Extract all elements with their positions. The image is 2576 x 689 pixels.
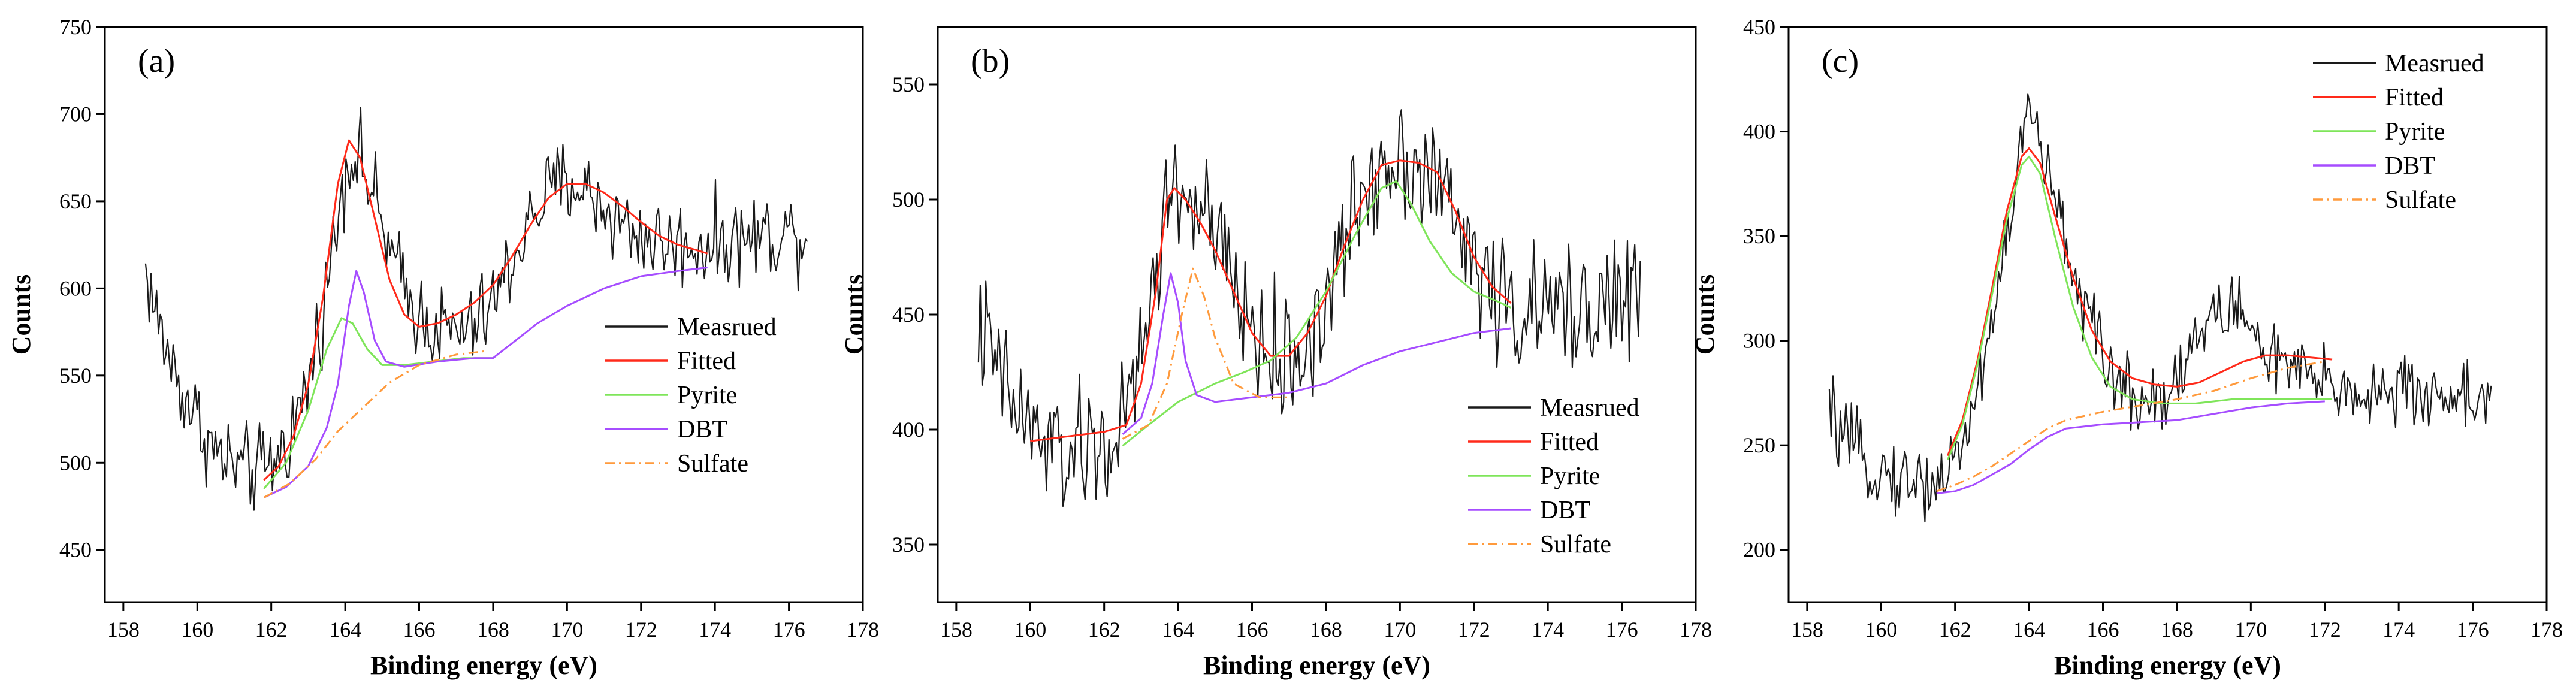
- series-pyrite-line: [1122, 180, 1512, 447]
- x-tick-label: 176: [2457, 618, 2489, 642]
- x-axis-title: Binding energy (eV): [1203, 651, 1430, 680]
- series-sulfate-line: [263, 350, 486, 498]
- y-tick-label: 500: [892, 188, 925, 211]
- panel-label: (a): [138, 43, 175, 80]
- x-tick-label: 178: [2530, 618, 2563, 642]
- x-tick-label: 164: [2013, 618, 2045, 642]
- x-tick-label: 158: [940, 618, 973, 642]
- legend-label-sulfate: Sulfate: [677, 450, 748, 478]
- y-tick-label: 200: [1743, 538, 1775, 562]
- legend: Measrued Fitted Pyrite DBT Sulfate: [1468, 394, 1639, 558]
- legend-label-measured: Measrued: [2385, 50, 2484, 77]
- x-tick-label: 164: [1162, 618, 1194, 642]
- y-tick-label: 400: [1743, 120, 1775, 144]
- legend-label-fitted: Fitted: [2385, 84, 2444, 111]
- legend-label-dbt: DBT: [1540, 497, 1590, 524]
- legend-label-sulfate: Sulfate: [1540, 531, 1611, 558]
- x-tick-label: 172: [625, 618, 657, 642]
- x-tick-label: 174: [1532, 618, 1564, 642]
- series-measured-line: [144, 107, 808, 511]
- x-tick-label: 174: [699, 618, 731, 642]
- y-tick-label: 350: [1743, 224, 1775, 248]
- y-tick-label: 450: [1743, 15, 1775, 39]
- y-tick-label: 300: [1743, 329, 1775, 353]
- series-dbt-line: [263, 267, 708, 498]
- x-axis-title: Binding energy (eV): [370, 651, 597, 680]
- x-axis-title: Binding energy (eV): [2054, 651, 2281, 680]
- series-fitted-line: [1946, 147, 2333, 457]
- x-tick-label: 162: [255, 618, 288, 642]
- panel-label: (c): [1822, 43, 1859, 80]
- x-tick-label: 158: [1791, 618, 1823, 642]
- x-tick-label: 170: [551, 618, 583, 642]
- y-tick-label: 600: [59, 276, 92, 300]
- x-tick-label: 168: [1310, 618, 1342, 642]
- y-tick-label: 400: [892, 418, 925, 442]
- x-tick-label: 168: [477, 618, 509, 642]
- chart-panel-b: 158 160 162 164 166 168 170 172 174 176 178 350 400 4…: [839, 26, 1712, 680]
- legend-label-measured: Measrued: [1540, 394, 1639, 422]
- x-tick-label: 166: [403, 618, 436, 642]
- y-tick-label: 550: [59, 364, 92, 388]
- legend-label-dbt: DBT: [677, 416, 727, 443]
- legend-label-fitted: Fitted: [1540, 428, 1599, 456]
- x-tick-label: 160: [1865, 618, 1897, 642]
- series-pyrite-line: [1946, 155, 2333, 461]
- y-tick-label: 350: [892, 533, 925, 557]
- panel-label: (b): [971, 43, 1010, 80]
- x-tick-label: 162: [1088, 618, 1121, 642]
- series-dbt-line: [1122, 272, 1511, 435]
- legend-label-pyrite: Pyrite: [677, 382, 737, 409]
- y-tick-label: 650: [59, 189, 92, 213]
- y-tick-label: 750: [59, 15, 92, 39]
- x-tick-label: 172: [2309, 618, 2341, 642]
- y-tick-label: 450: [892, 303, 925, 327]
- x-tick-label: 166: [2087, 618, 2119, 642]
- legend-label-measured: Measrued: [677, 313, 777, 341]
- plot-frame: [104, 26, 864, 603]
- y-axis-title: Counts: [7, 274, 36, 355]
- series-pyrite-line: [263, 317, 493, 489]
- y-tick-label: 500: [59, 451, 92, 475]
- y-tick-label: 550: [892, 72, 925, 96]
- y-axis-title: Counts: [839, 274, 869, 355]
- x-tick-label: 160: [181, 618, 213, 642]
- legend: Measrued Fitted Pyrite DBT Sulfate: [605, 313, 777, 478]
- x-tick-label: 168: [2161, 618, 2193, 642]
- x-tick-label: 170: [2234, 618, 2267, 642]
- x-tick-label: 174: [2382, 618, 2415, 642]
- legend: Measrued Fitted Pyrite DBT Sulfate: [2313, 50, 2484, 214]
- chart-panel-a: 158 160 162 164 166 168 170 172 174 176 178 450 500 5…: [7, 15, 879, 680]
- x-tick-label: 166: [1236, 618, 1269, 642]
- x-tick-label: 158: [107, 618, 140, 642]
- x-tick-label: 176: [773, 618, 805, 642]
- legend-label-pyrite: Pyrite: [1540, 463, 1600, 490]
- x-tick-label: 164: [329, 618, 361, 642]
- chart-panel-c: 158 160 162 164 166 168 170 172 174 176 178 200 250 3…: [1690, 15, 2563, 680]
- series-fitted-line: [263, 139, 708, 481]
- x-tick-label: 160: [1014, 618, 1046, 642]
- y-axis-title: Counts: [1690, 274, 1720, 355]
- series-fitted-line: [1030, 159, 1512, 442]
- series-dbt-line: [1936, 400, 2325, 494]
- x-tick-label: 178: [1680, 618, 1712, 642]
- legend-label-dbt: DBT: [2385, 152, 2435, 180]
- series-sulfate-line: [1122, 267, 1289, 440]
- x-tick-label: 172: [1458, 618, 1490, 642]
- x-tick-label: 178: [847, 618, 879, 642]
- y-tick-label: 700: [59, 102, 92, 126]
- legend-label-sulfate: Sulfate: [2385, 186, 2456, 214]
- legend-label-pyrite: Pyrite: [2385, 118, 2445, 146]
- x-tick-label: 162: [1939, 618, 1971, 642]
- y-tick-label: 250: [1743, 433, 1775, 457]
- plot-frame: [1787, 26, 2548, 603]
- y-tick-label: 450: [59, 538, 92, 562]
- x-tick-label: 170: [1384, 618, 1416, 642]
- x-tick-label: 176: [1606, 618, 1638, 642]
- series-sulfate-line: [1936, 361, 2326, 492]
- legend-label-fitted: Fitted: [677, 347, 736, 375]
